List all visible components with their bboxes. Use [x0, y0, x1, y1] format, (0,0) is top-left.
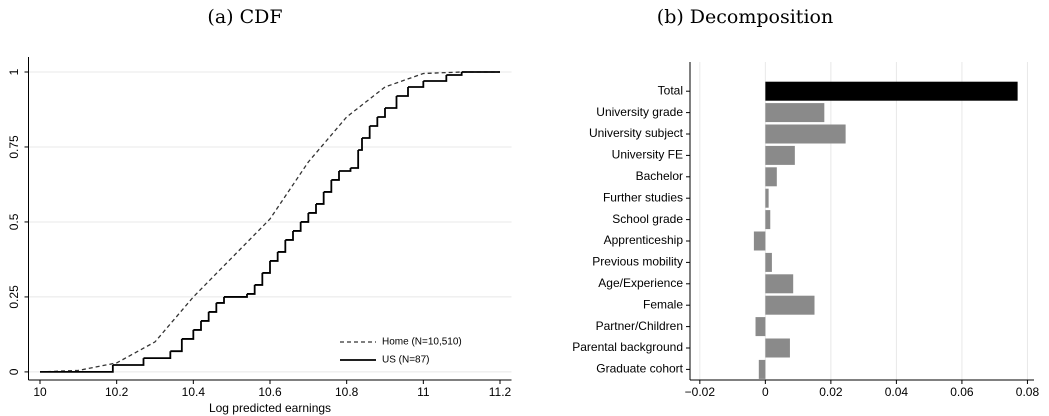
- y-tick-label: Partner/Children: [596, 319, 683, 333]
- x-tick-label: 0.04: [885, 385, 909, 399]
- bar: [765, 274, 794, 294]
- bar: [765, 210, 771, 230]
- x-axis-label: Log predicted earnings: [209, 401, 331, 415]
- x-tick-label: 10.6: [258, 385, 282, 399]
- legend-label: US (N=87): [382, 355, 430, 366]
- bar: [765, 338, 790, 358]
- x-tick-label: 10.4: [182, 385, 206, 399]
- panel-b-title: (b) Decomposition: [657, 6, 833, 28]
- bar: [765, 295, 815, 315]
- bar: [765, 167, 777, 187]
- y-tick-label: 0.5: [7, 213, 21, 230]
- y-tick-label: School grade: [612, 212, 683, 226]
- cdf-step: [293, 221, 302, 232]
- y-tick-label: Female: [643, 297, 683, 311]
- cdf-step: [308, 203, 317, 214]
- y-tick-label: Bachelor: [636, 169, 683, 183]
- cdf-step: [369, 116, 379, 127]
- cdf-step: [285, 230, 294, 241]
- cdf-step: [396, 86, 409, 97]
- y-tick-label: 0.25: [7, 285, 21, 309]
- cdf-line: [39, 71, 500, 373]
- cdf-step: [377, 107, 386, 118]
- cdf-step: [362, 125, 371, 139]
- bar: [765, 103, 825, 123]
- y-tick-label: University subject: [589, 126, 684, 140]
- cdf-step: [408, 80, 425, 88]
- cdf-step: [339, 167, 352, 172]
- cdf-step: [331, 170, 340, 181]
- bar: [765, 252, 772, 272]
- bar: [755, 317, 766, 337]
- cdf-step: [262, 260, 271, 274]
- cdf-step: [300, 212, 310, 223]
- y-tick-label: Further studies: [603, 190, 683, 204]
- cdf-step: [208, 302, 218, 313]
- cdf-step: [216, 296, 225, 304]
- y-tick-label: University FE: [612, 148, 683, 162]
- cdf-step: [323, 179, 333, 193]
- cdf-step: [112, 358, 145, 366]
- cdf-step: [446, 71, 463, 76]
- y-tick-label: Parental background: [572, 340, 683, 354]
- bar: [758, 359, 766, 379]
- bar: [765, 145, 795, 165]
- y-tick-label: 0: [7, 368, 21, 375]
- cdf-step: [358, 137, 363, 151]
- x-tick-label: 0.08: [1016, 385, 1040, 399]
- cdf-step: [254, 272, 264, 286]
- bar: [765, 124, 846, 144]
- x-tick-label: 10.8: [335, 385, 359, 399]
- x-tick-label: 0.02: [819, 385, 843, 399]
- bar: [753, 231, 766, 251]
- cdf-step: [193, 320, 202, 331]
- x-tick-label: 11: [417, 385, 430, 399]
- x-tick-label: 0: [762, 385, 769, 399]
- cdf-step: [316, 191, 325, 205]
- cdf-step: [385, 95, 398, 109]
- cdf-step: [224, 293, 248, 298]
- bar: [765, 188, 769, 208]
- panel-a-title: (a) CDF: [207, 6, 282, 28]
- cdf-step: [181, 329, 195, 340]
- y-tick-label: Apprenticeship: [604, 233, 684, 247]
- y-tick-label: Graduate cohort: [596, 362, 683, 376]
- y-tick-label: Total: [658, 83, 683, 97]
- y-tick-label: Previous mobility: [592, 255, 683, 269]
- legend-label: Home (N=10,510): [382, 337, 462, 348]
- x-tick-label: 0.06: [950, 385, 974, 399]
- y-tick-label: Age/Experience: [598, 276, 683, 290]
- cdf-step: [247, 284, 256, 295]
- cdf-step: [40, 365, 114, 373]
- cdf-step: [170, 338, 183, 353]
- y-tick-label: 1: [7, 68, 21, 75]
- x-tick-label: 11.2: [489, 385, 512, 399]
- x-tick-label: 10.2: [105, 385, 129, 399]
- cdf-step: [350, 149, 360, 169]
- cdf-step: [270, 251, 279, 262]
- x-tick-label: 10: [33, 385, 47, 399]
- cdf-step: [423, 74, 448, 82]
- x-tick-label: −0.02: [685, 385, 716, 399]
- cdf-step: [143, 351, 172, 360]
- y-tick-label: University grade: [596, 105, 683, 119]
- cdf-step: [201, 311, 210, 322]
- cdf-step: [277, 239, 287, 253]
- y-tick-label: 0.75: [7, 135, 21, 159]
- bar: [765, 81, 1018, 101]
